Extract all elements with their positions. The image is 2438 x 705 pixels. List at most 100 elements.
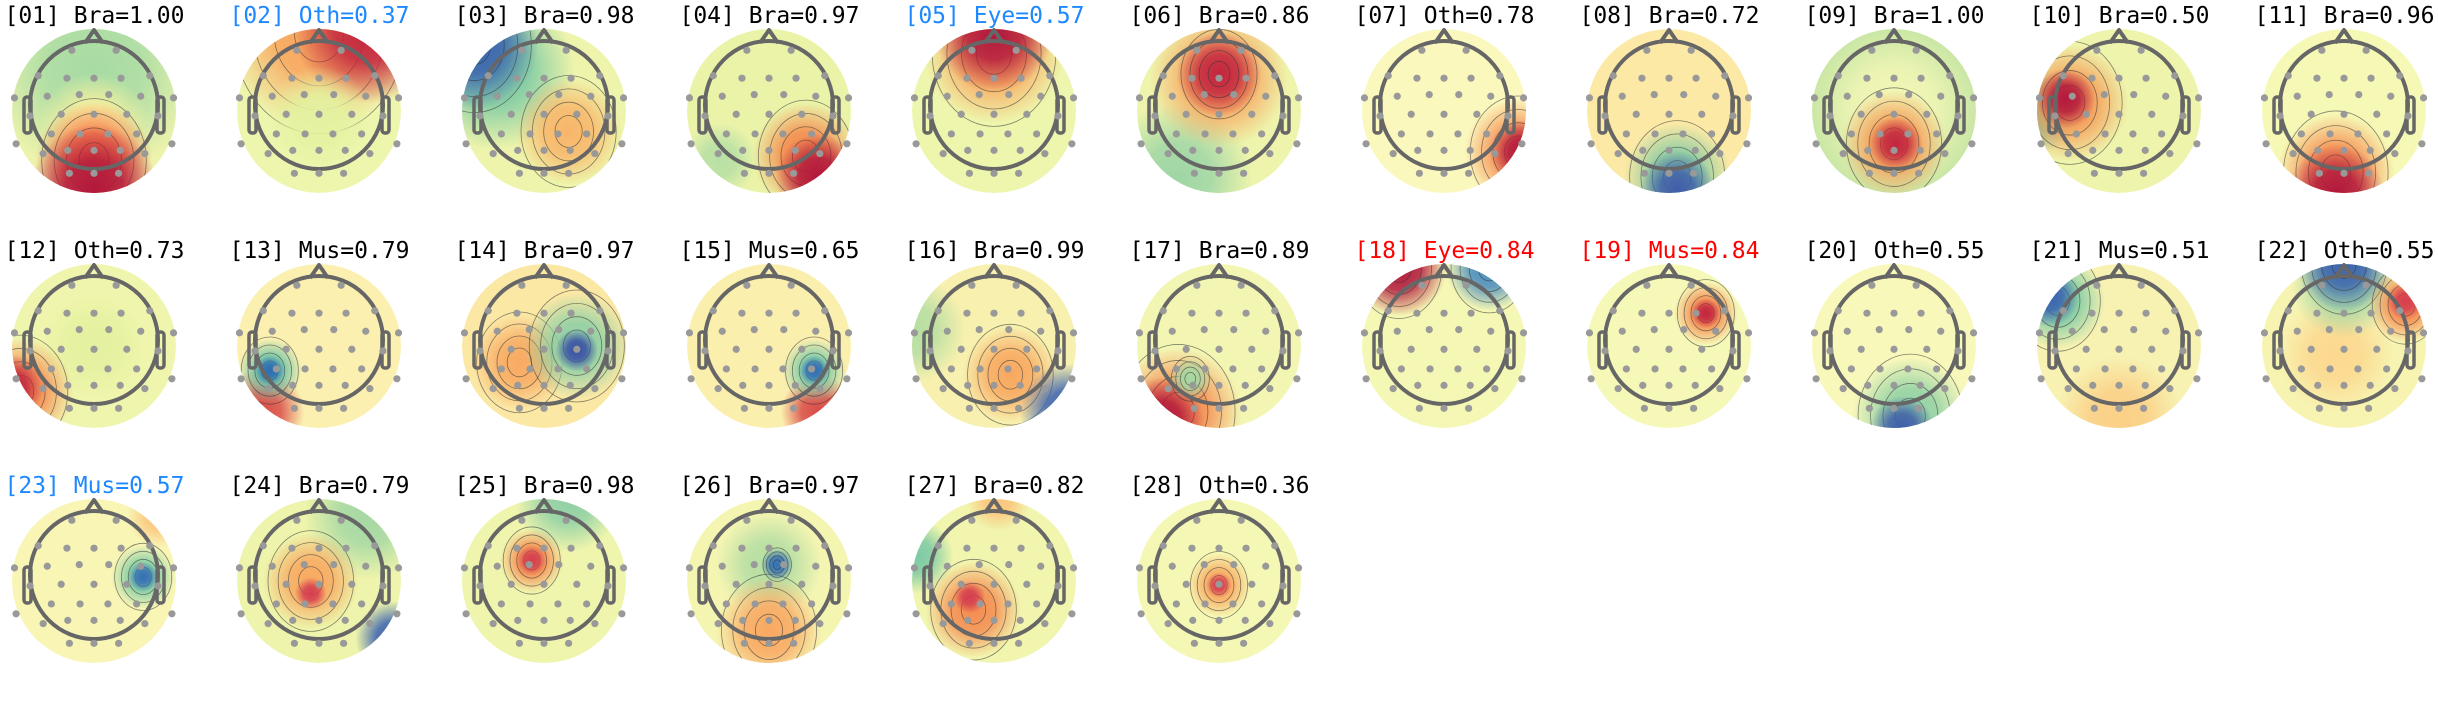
electrode-dot (507, 345, 515, 353)
electrode-dot (1360, 329, 1369, 337)
electrode-dot (497, 130, 505, 138)
electrode-dot (2059, 307, 2067, 315)
component-cell: [19] Mus=0.84 (1577, 235, 1802, 470)
contour-line (1477, 264, 1501, 282)
nose-icon (1433, 263, 1455, 280)
electrode-dot (1690, 404, 1698, 412)
electrode-dot (780, 561, 788, 569)
electrode-dot (497, 365, 505, 373)
electrode-dot (65, 169, 73, 177)
electrode-dot (154, 347, 162, 355)
electrode-dot (57, 345, 65, 353)
electrode-dot (2089, 146, 2097, 154)
electrode-dot (1518, 140, 1526, 148)
electrode-dot (740, 404, 748, 412)
electrode-dot (1054, 347, 1062, 355)
electrode-dot (1946, 307, 1954, 315)
electrode-dot (1491, 385, 1499, 393)
electrode-dot (1015, 404, 1023, 412)
electrode-dot (565, 169, 573, 177)
electrode-dot (565, 639, 573, 647)
electrode-dot (765, 345, 773, 353)
contour-line (240, 336, 299, 405)
electrode-dot (1651, 130, 1659, 138)
contour-line (997, 359, 1024, 390)
electrode-dot (1033, 130, 1041, 138)
electrode-dot (315, 110, 323, 118)
electrode-dot (393, 610, 401, 618)
electrode-dot (2137, 46, 2145, 54)
electrode-dot (1215, 580, 1223, 588)
electrode-dot (2362, 281, 2370, 289)
electrode-dot (791, 381, 799, 389)
electrode-dot (1455, 91, 1463, 99)
electrode-dot (963, 309, 971, 317)
electrode-dot (975, 326, 983, 334)
electrode-dot (1716, 150, 1724, 158)
electrode-dot (540, 146, 548, 154)
electrode-dot (342, 74, 350, 82)
electrode-dot (1266, 150, 1274, 158)
electrode-dot (1262, 327, 1270, 335)
electrode-dot (2035, 329, 2044, 337)
contour-line (12, 334, 69, 428)
topomap (2260, 28, 2428, 193)
electrode-dot (965, 404, 973, 412)
contour-line (2310, 264, 2378, 303)
electrode-dot (2101, 130, 2109, 138)
electrode-dot (526, 130, 534, 138)
component-cell: [28] Oth=0.36 (1127, 470, 1352, 705)
electrode-dot (943, 92, 951, 100)
electrode-dot (619, 329, 628, 337)
electrode-dot (1518, 375, 1526, 383)
electrode-dot (583, 365, 591, 373)
electrode-dot (1968, 375, 1976, 383)
field-blob (2055, 355, 2183, 428)
electrode-dot (1182, 580, 1190, 588)
electrode-dot (290, 404, 298, 412)
electrode-dot (1201, 600, 1209, 608)
electrode-dot (315, 74, 323, 82)
electrode-dot (829, 112, 837, 120)
electrode-dot (2313, 309, 2321, 317)
electrode-dot (1159, 72, 1167, 80)
electrode-dot (507, 110, 515, 118)
electrode-dot (168, 140, 176, 148)
electrode-dot (1215, 74, 1223, 82)
component-label: [25] Bra=0.98 (454, 473, 635, 499)
nose-icon (533, 498, 555, 515)
electrode-dot (1865, 404, 1873, 412)
electrode-dot (300, 91, 308, 99)
electrode-dot (90, 544, 98, 552)
contour-line (247, 344, 292, 397)
topomap (1135, 498, 1303, 663)
electrode-dot (1665, 309, 1673, 317)
electrode-dot (2148, 110, 2156, 118)
topomap (1135, 28, 1303, 193)
electrode-dot (337, 281, 345, 289)
electrode-dot (43, 327, 51, 335)
electrode-dot (701, 582, 709, 590)
electrode-dot (2419, 94, 2428, 102)
electrode-dot (1294, 329, 1303, 337)
electrode-dot (237, 610, 245, 618)
electrode-dot (515, 169, 523, 177)
electrode-dot (685, 329, 694, 337)
electrode-dot (910, 94, 919, 102)
component-cell: [26] Bra=0.97 (677, 470, 902, 705)
electrode-dot (743, 46, 751, 54)
electrode-dot (687, 610, 695, 618)
electrode-dot (168, 375, 176, 383)
electrode-dot (75, 326, 83, 334)
component-label: [05] Eye=0.57 (904, 3, 1085, 29)
electrode-dot (1465, 404, 1473, 412)
contour-line (1203, 567, 1235, 604)
electrode-dot (315, 381, 323, 389)
electrode-dot (1262, 92, 1270, 100)
electrode-dot (2326, 365, 2334, 373)
field-blob (761, 548, 794, 581)
electrode-dot (1933, 130, 1941, 138)
electrode-dot (587, 562, 595, 570)
component-cell: [17] Bra=0.89 (1127, 235, 1352, 470)
electrode-dot (573, 110, 581, 118)
